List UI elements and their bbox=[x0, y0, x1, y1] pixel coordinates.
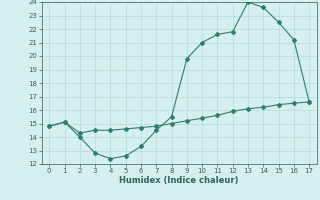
X-axis label: Humidex (Indice chaleur): Humidex (Indice chaleur) bbox=[119, 176, 239, 185]
